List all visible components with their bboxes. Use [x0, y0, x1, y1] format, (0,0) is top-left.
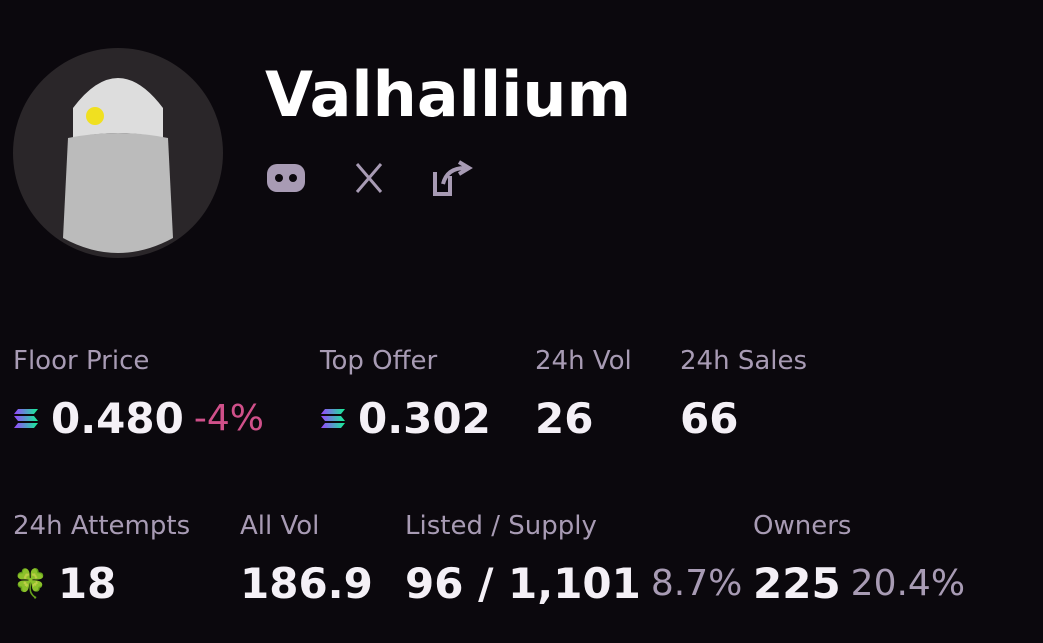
stat-label: 24h Attempts — [13, 511, 191, 541]
stat-label: Owners — [753, 511, 852, 541]
stat-value: 0.302 — [320, 394, 491, 443]
clover-icon: 🍀 — [13, 567, 48, 600]
social-links — [267, 160, 473, 196]
stat-label: All Vol — [240, 511, 320, 541]
stat: 24h Attempts 🍀 18 — [13, 511, 190, 608]
value-text: 0.480 — [51, 394, 184, 443]
value-text: 186.9 — [240, 559, 373, 608]
stat: All Vol 186.9 — [240, 511, 373, 608]
sol-icon — [320, 394, 348, 443]
sol-icon — [13, 394, 41, 443]
value-text: 0.302 — [358, 394, 491, 443]
stat-label: 24h Vol — [535, 346, 632, 376]
stat-value: 🍀 18 — [13, 559, 190, 608]
stat-value: 66 — [680, 394, 807, 443]
stat-label: 24h Sales — [680, 346, 808, 376]
avatar — [13, 48, 223, 258]
discord-link[interactable] — [267, 164, 305, 192]
stat-value: 26 — [535, 394, 632, 443]
stat-value: 186.9 — [240, 559, 373, 608]
value-text: 96 / 1,101 — [405, 559, 641, 608]
value-text: 26 — [535, 394, 594, 443]
extra: 20.4% — [850, 563, 966, 604]
value-text: 18 — [57, 559, 117, 608]
stat: Listed / Supply 96 / 1,101 8.7% — [405, 511, 742, 608]
stat: Top Offer 0.302 — [320, 346, 491, 443]
stat-label: Floor Price — [13, 346, 150, 376]
stat: 24h Vol 26 — [535, 346, 632, 443]
stat-label: Listed / Supply — [405, 511, 597, 541]
stat-label: Top Offer — [320, 346, 438, 376]
stat-value: 0.480 -4% — [13, 394, 264, 443]
share-link[interactable] — [433, 160, 473, 196]
stat: Owners 225 20.4% — [753, 511, 965, 608]
x-link[interactable] — [355, 163, 383, 193]
change: -4% — [193, 398, 264, 439]
value-text: 66 — [680, 394, 739, 443]
stat-value: 225 20.4% — [753, 559, 965, 608]
stat: 24h Sales 66 — [680, 346, 807, 443]
stat-value: 96 / 1,101 8.7% — [405, 559, 742, 608]
value-text: 225 — [753, 559, 841, 608]
extra: 8.7% — [650, 563, 743, 604]
stat: Floor Price 0.480 -4% — [13, 346, 264, 443]
collection-title: Valhallium — [265, 58, 632, 131]
